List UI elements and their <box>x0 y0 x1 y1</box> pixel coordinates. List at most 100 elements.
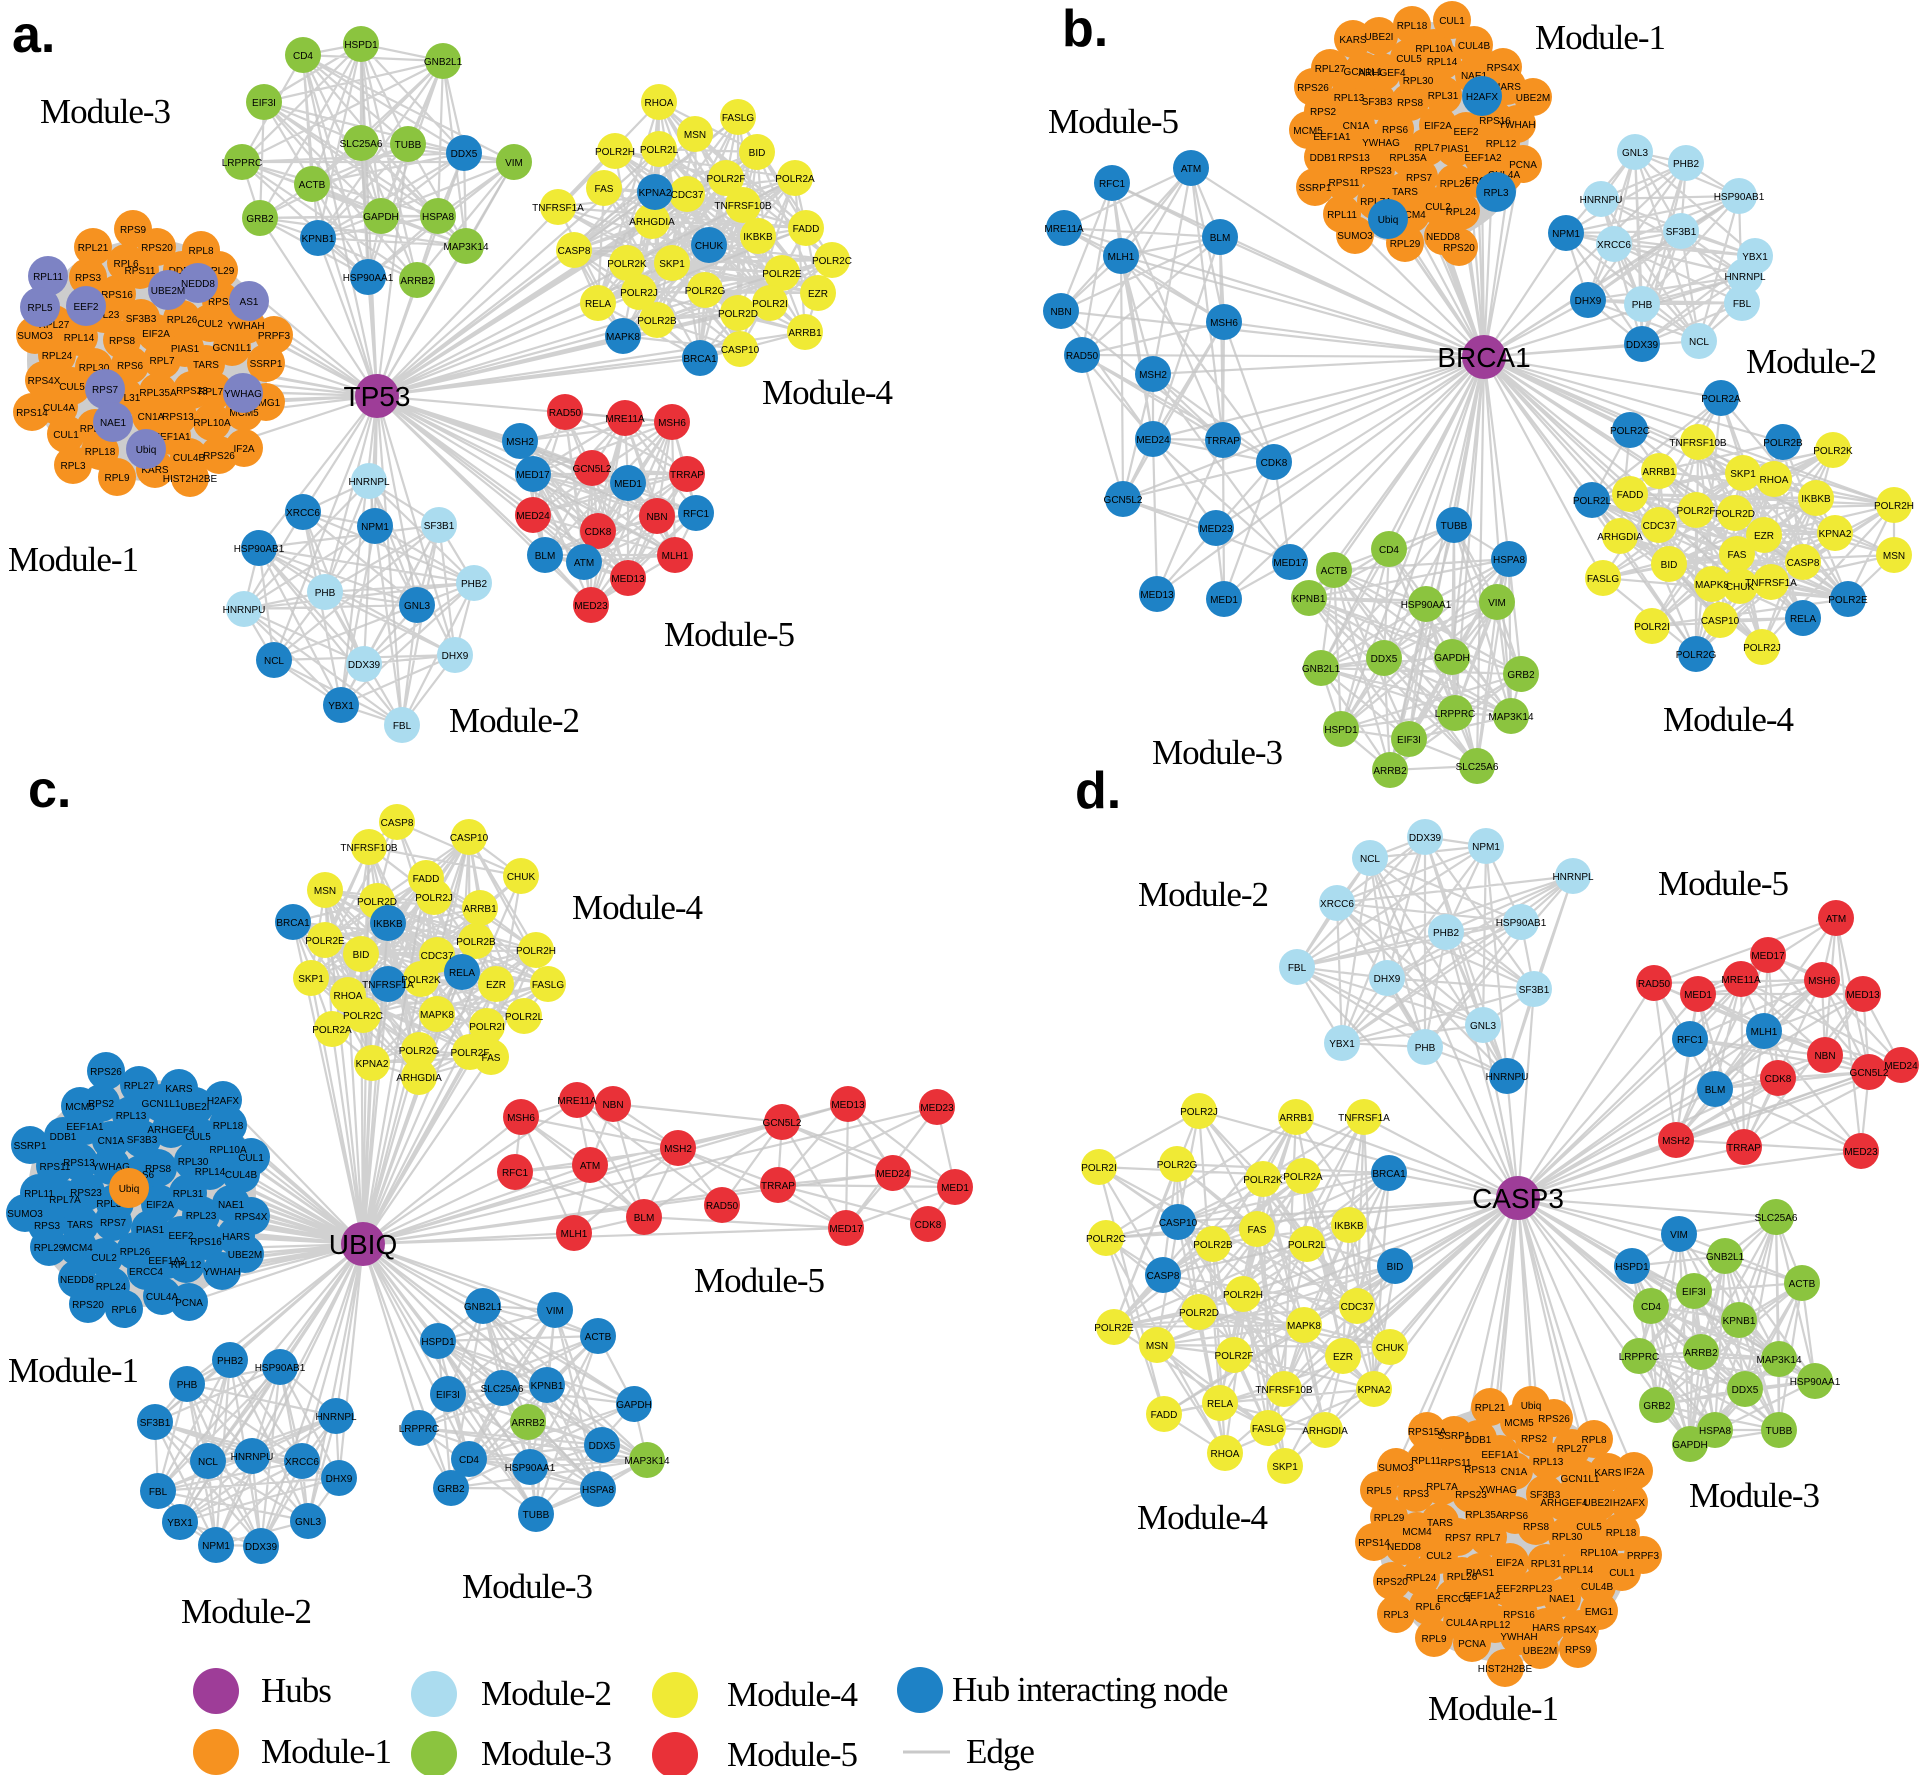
svg-text:RPL7: RPL7 <box>149 356 174 367</box>
svg-text:H2AFX: H2AFX <box>207 1096 240 1107</box>
svg-text:CUL4A: CUL4A <box>146 1292 179 1303</box>
svg-text:RPL27: RPL27 <box>1315 64 1346 75</box>
svg-text:PCNA: PCNA <box>1458 1639 1486 1650</box>
svg-text:CDC37: CDC37 <box>671 190 704 201</box>
svg-text:MCM5: MCM5 <box>1504 1418 1534 1429</box>
svg-text:RPL29: RPL29 <box>204 266 235 277</box>
svg-text:RHOA: RHOA <box>1211 1449 1240 1460</box>
svg-text:RPL11: RPL11 <box>1411 1456 1441 1467</box>
svg-text:KARS: KARS <box>1339 35 1367 46</box>
svg-text:UBE2M: UBE2M <box>1523 1646 1557 1657</box>
svg-text:RPL26: RPL26 <box>120 1247 151 1258</box>
svg-text:KARS: KARS <box>1594 1468 1622 1479</box>
svg-text:BLM: BLM <box>535 551 556 562</box>
svg-text:RPS20: RPS20 <box>141 243 173 254</box>
svg-text:YWHAG: YWHAG <box>224 389 262 400</box>
svg-text:RPL26: RPL26 <box>1440 179 1471 190</box>
svg-text:DDX5: DDX5 <box>1732 1385 1759 1396</box>
svg-text:RPL10A: RPL10A <box>209 1145 247 1156</box>
svg-text:PHB2: PHB2 <box>1433 928 1460 939</box>
svg-text:NEDD8: NEDD8 <box>60 1275 94 1286</box>
svg-text:RPL30: RPL30 <box>1552 1532 1583 1543</box>
svg-text:FASLG: FASLG <box>1252 1424 1284 1435</box>
svg-text:RPL11: RPL11 <box>33 272 63 283</box>
svg-text:CN1A: CN1A <box>98 1136 125 1147</box>
svg-text:RPS13: RPS13 <box>63 1158 95 1169</box>
svg-text:KPNB1: KPNB1 <box>1293 594 1326 605</box>
svg-text:RELA: RELA <box>1790 614 1816 625</box>
svg-text:TNFRSF10B: TNFRSF10B <box>714 201 772 212</box>
svg-text:MED1: MED1 <box>1210 595 1238 606</box>
svg-text:RPL7: RPL7 <box>1414 143 1439 154</box>
svg-text:RPS13: RPS13 <box>162 412 194 423</box>
svg-text:NEDD8: NEDD8 <box>1426 232 1460 243</box>
svg-text:TARS: TARS <box>1427 1518 1453 1529</box>
svg-text:RAD50: RAD50 <box>1638 979 1671 990</box>
svg-text:LRPPRC: LRPPRC <box>1435 709 1476 720</box>
svg-text:GCN1L1: GCN1L1 <box>1344 67 1383 78</box>
svg-text:PIAS1: PIAS1 <box>171 344 200 355</box>
svg-text:RPL6: RPL6 <box>1415 1602 1440 1613</box>
svg-text:EEF2: EEF2 <box>1453 127 1478 138</box>
svg-text:GCN5L2: GCN5L2 <box>573 464 612 475</box>
svg-text:DHX9: DHX9 <box>1374 974 1401 985</box>
svg-text:CUL5: CUL5 <box>1396 54 1422 65</box>
svg-text:ARHGDIA: ARHGDIA <box>1302 1426 1348 1437</box>
svg-text:RPS23: RPS23 <box>70 1188 102 1199</box>
svg-text:RPS16: RPS16 <box>101 290 133 301</box>
svg-text:POLR2I: POLR2I <box>1081 1163 1117 1174</box>
svg-text:HSP90AB1: HSP90AB1 <box>1496 918 1547 929</box>
svg-text:EEF2: EEF2 <box>168 1231 193 1242</box>
svg-text:EEF1A2: EEF1A2 <box>148 1256 186 1267</box>
svg-text:ATM: ATM <box>574 558 594 569</box>
svg-text:RPL11: RPL11 <box>1327 210 1357 221</box>
svg-text:HNRNPU: HNRNPU <box>1580 195 1623 206</box>
svg-text:MED17: MED17 <box>1273 558 1307 569</box>
svg-text:FADD: FADD <box>413 874 440 885</box>
svg-text:SF3B3: SF3B3 <box>127 1135 158 1146</box>
svg-text:EEF1A2: EEF1A2 <box>1464 153 1502 164</box>
svg-text:RPS13: RPS13 <box>1464 1465 1496 1476</box>
svg-text:RPL12: RPL12 <box>1480 1620 1511 1631</box>
svg-text:UBIQ: UBIQ <box>329 1229 397 1260</box>
svg-text:RPL9: RPL9 <box>104 473 129 484</box>
svg-text:MAP3K14: MAP3K14 <box>1756 1355 1801 1366</box>
svg-text:d.: d. <box>1075 762 1121 820</box>
svg-text:RPS20: RPS20 <box>1443 243 1475 254</box>
svg-text:TNFRSF1A: TNFRSF1A <box>1338 1113 1390 1124</box>
svg-text:BRCA1: BRCA1 <box>276 918 310 929</box>
svg-text:RPL14: RPL14 <box>1427 57 1458 68</box>
svg-text:SLC25A6: SLC25A6 <box>1456 762 1499 773</box>
svg-text:FADD: FADD <box>1617 490 1644 501</box>
svg-text:XRCC6: XRCC6 <box>1320 899 1354 910</box>
svg-text:EEF1A1: EEF1A1 <box>1481 1450 1519 1461</box>
svg-text:NCL: NCL <box>264 656 284 667</box>
svg-text:HNRNPU: HNRNPU <box>231 1452 274 1463</box>
svg-text:POLR2D: POLR2D <box>357 897 397 908</box>
svg-text:YWHAH: YWHAH <box>203 1267 240 1278</box>
svg-text:Module-3: Module-3 <box>1689 1476 1820 1515</box>
svg-text:GNB2L1: GNB2L1 <box>424 57 463 68</box>
svg-text:SSRP1: SSRP1 <box>1299 183 1332 194</box>
svg-text:MED1: MED1 <box>614 479 642 490</box>
svg-text:Module-2: Module-2 <box>1746 342 1876 381</box>
svg-text:RPS8: RPS8 <box>1523 1522 1550 1533</box>
svg-text:TNFRSF1A: TNFRSF1A <box>362 980 414 991</box>
svg-text:FBL: FBL <box>393 721 412 732</box>
svg-text:MSH6: MSH6 <box>658 418 686 429</box>
svg-text:GCN5L2: GCN5L2 <box>1104 495 1143 506</box>
svg-text:CASP10: CASP10 <box>1701 616 1740 627</box>
svg-text:DDB1: DDB1 <box>1310 153 1337 164</box>
svg-text:GAPDH: GAPDH <box>1434 653 1470 664</box>
svg-text:IKBKB: IKBKB <box>373 919 403 930</box>
svg-text:ARHGEF4: ARHGEF4 <box>1358 68 1406 79</box>
svg-text:CUL2: CUL2 <box>197 319 223 330</box>
svg-text:POLR2G: POLR2G <box>685 286 726 297</box>
svg-text:FBL: FBL <box>149 1487 168 1498</box>
svg-text:POLR2C: POLR2C <box>812 256 852 267</box>
svg-text:RPL27: RPL27 <box>124 1081 155 1092</box>
svg-text:EEF1A1: EEF1A1 <box>66 1122 104 1133</box>
svg-text:FASLG: FASLG <box>722 113 754 124</box>
svg-text:ARHGDIA: ARHGDIA <box>396 1073 442 1084</box>
svg-text:SUMO3: SUMO3 <box>17 331 53 342</box>
